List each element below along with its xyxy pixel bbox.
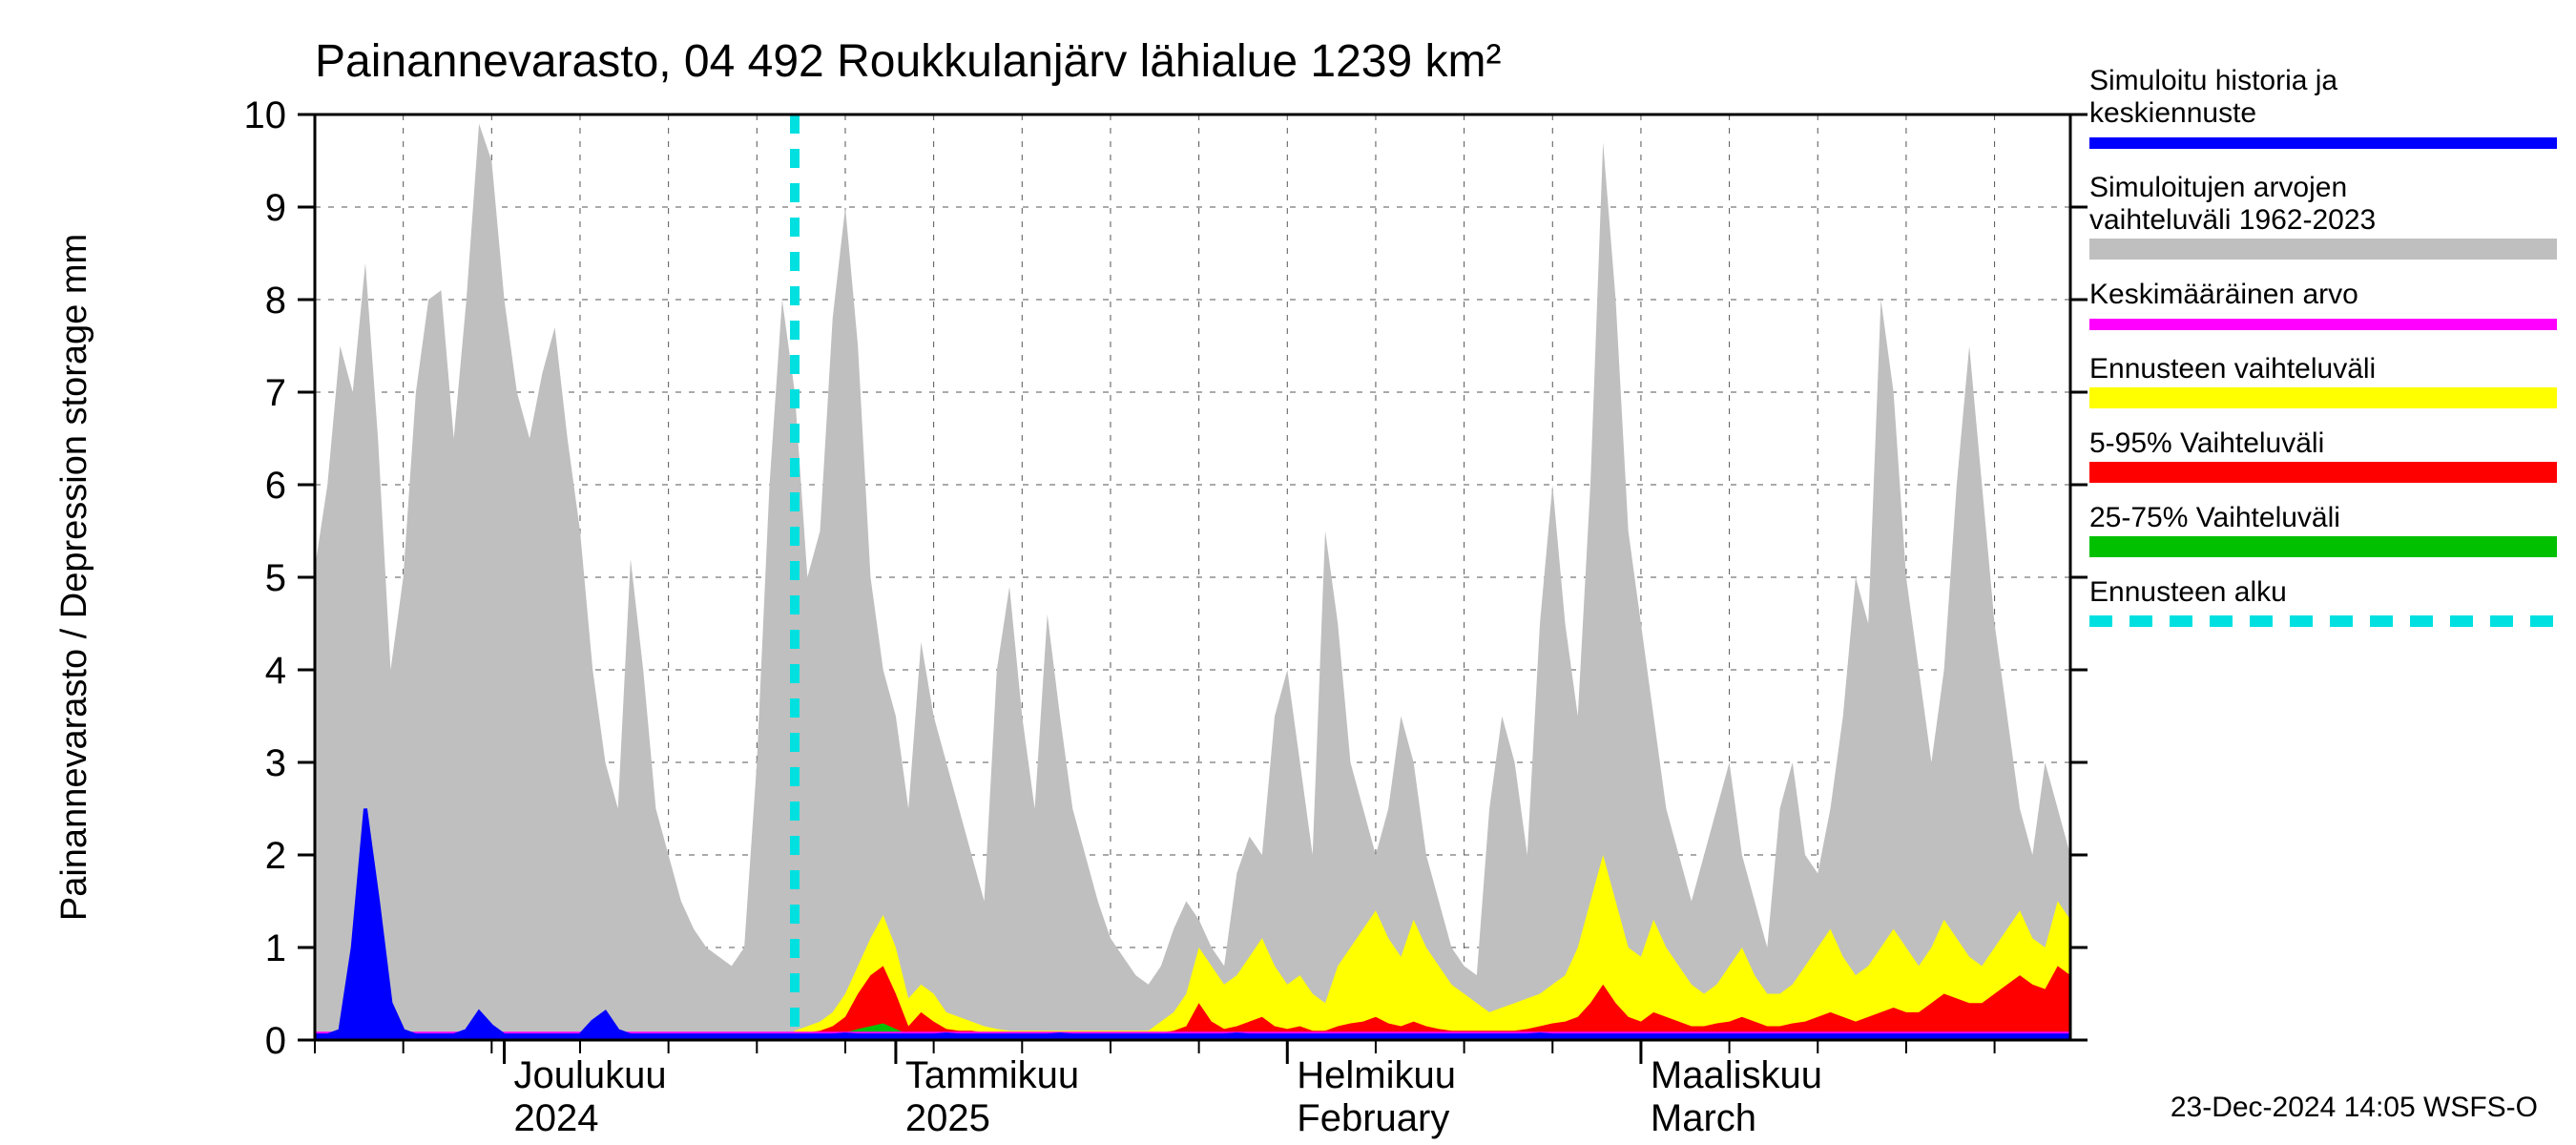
svg-text:keskiennuste: keskiennuste <box>2089 97 2256 129</box>
legend-swatch-simulated <box>2089 137 2557 149</box>
chart-title: Painannevarasto, 04 492 Roukkulanjärv lä… <box>315 36 1501 87</box>
y-axis-label: Painannevarasto / Depression storage mm <box>54 234 94 921</box>
svg-text:3: 3 <box>265 742 286 784</box>
svg-text:5: 5 <box>265 557 286 599</box>
svg-text:2025: 2025 <box>905 1097 990 1139</box>
svg-text:Tammikuu: Tammikuu <box>905 1054 1079 1096</box>
svg-text:25-75% Vaihteluväli: 25-75% Vaihteluväli <box>2089 502 2340 533</box>
chart-footer: 23-Dec-2024 14:05 WSFS-O <box>2171 1092 2538 1123</box>
legend-swatch-p5_95 <box>2089 462 2557 483</box>
svg-text:Joulukuu: Joulukuu <box>514 1054 667 1096</box>
svg-text:1: 1 <box>265 927 286 969</box>
svg-text:Keskimääräinen arvo: Keskimääräinen arvo <box>2089 279 2358 310</box>
svg-text:Ennusteen vaihteluväli: Ennusteen vaihteluväli <box>2089 353 2376 385</box>
svg-text:February: February <box>1297 1097 1449 1139</box>
svg-text:March: March <box>1651 1097 1756 1139</box>
svg-text:7: 7 <box>265 372 286 414</box>
svg-text:9: 9 <box>265 187 286 229</box>
legend-swatch-forecast_range <box>2089 387 2557 408</box>
legend-swatch-mean <box>2089 319 2557 330</box>
svg-text:2: 2 <box>265 835 286 877</box>
svg-text:5-95% Vaihteluväli: 5-95% Vaihteluväli <box>2089 427 2324 459</box>
legend-swatch-p25_75 <box>2089 536 2557 557</box>
svg-text:Ennusteen alku: Ennusteen alku <box>2089 576 2287 608</box>
svg-text:Helmikuu: Helmikuu <box>1297 1054 1456 1096</box>
svg-text:Maaliskuu: Maaliskuu <box>1651 1054 1822 1096</box>
svg-text:Simuloitu historia ja: Simuloitu historia ja <box>2089 65 2337 96</box>
svg-text:0: 0 <box>265 1020 286 1062</box>
svg-text:2024: 2024 <box>514 1097 599 1139</box>
svg-text:vaihteluväli 1962-2023: vaihteluväli 1962-2023 <box>2089 204 2376 236</box>
chart-container: 0 1 2 3 4 5 6 7 8 9 10 Joulukuu2024 Tammikuu2025 Helm… <box>0 0 2576 1145</box>
svg-text:10: 10 <box>244 94 287 136</box>
svg-text:4: 4 <box>265 650 286 692</box>
depression-storage-chart: 0 1 2 3 4 5 6 7 8 9 10 Joulukuu2024 Tammikuu2025 Helm… <box>0 0 2576 1145</box>
svg-text:8: 8 <box>265 280 286 322</box>
svg-text:6: 6 <box>265 465 286 507</box>
legend-swatch-history_range <box>2089 239 2557 260</box>
svg-text:Simuloitujen arvojen: Simuloitujen arvojen <box>2089 172 2347 203</box>
